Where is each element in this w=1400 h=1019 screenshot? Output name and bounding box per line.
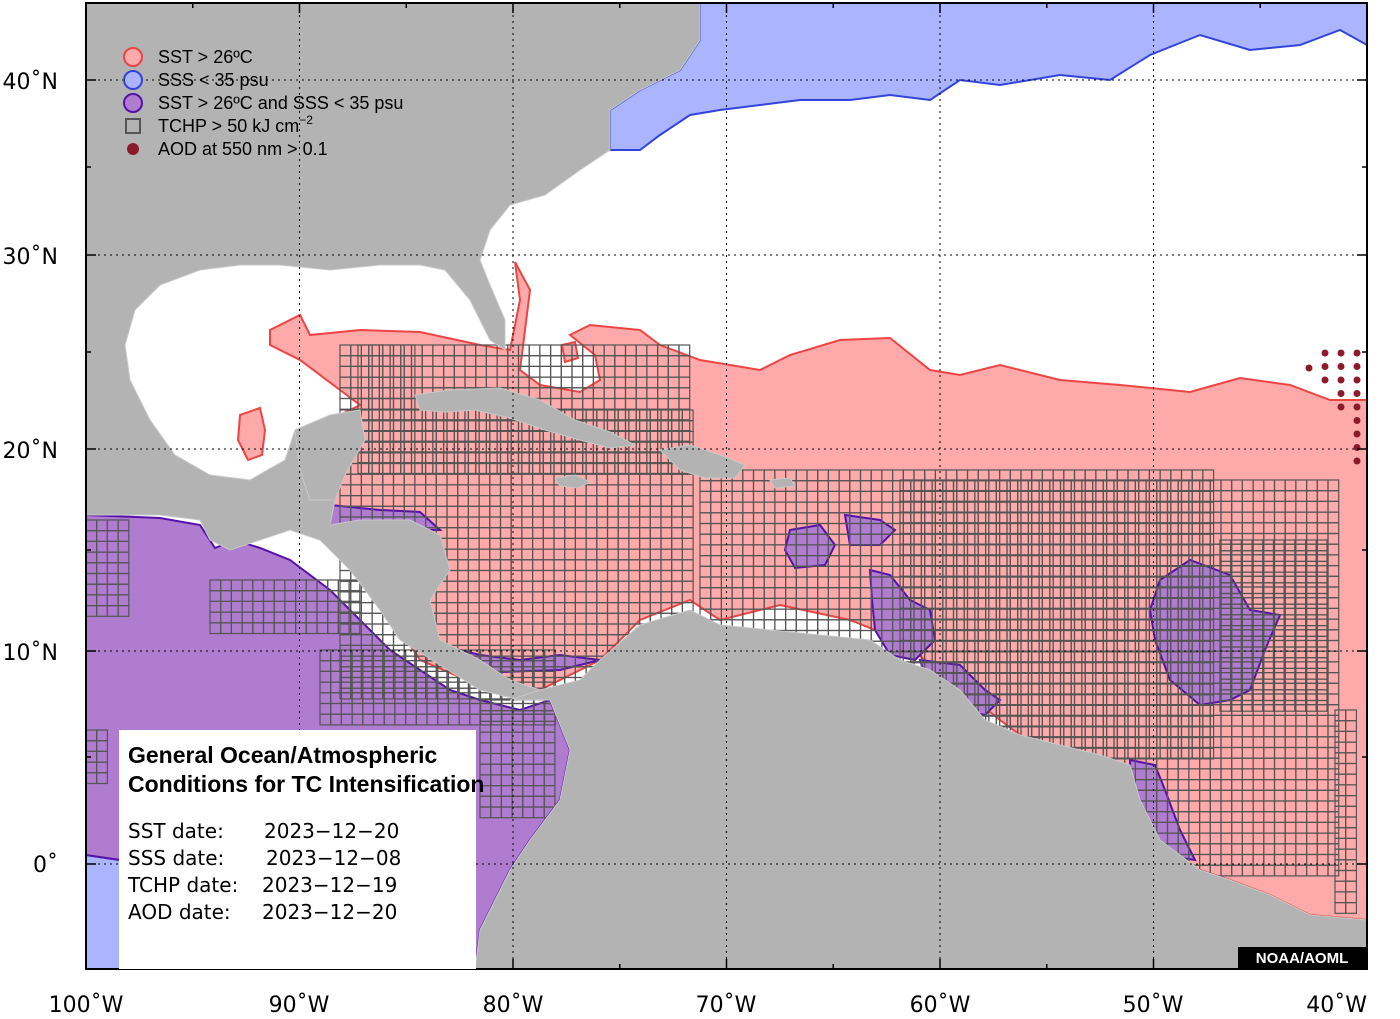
tchp-cell [96,772,108,785]
info-sst-date-label: SST date: [128,819,224,843]
aod-dot [1353,403,1361,411]
x-label-50w: 50˚W [1123,993,1184,1018]
legend-sst-symbol [123,47,143,67]
legend-aod-symbol [127,143,139,155]
x-label-60w: 60˚W [910,993,971,1018]
warm-sst-gulf-loop [236,406,267,462]
info-title-line1: General Ocean/Atmospheric [128,742,438,768]
tchp-cell [1345,901,1357,914]
aod-dot [1353,363,1361,370]
land-puerto-rico [769,477,796,489]
land-north-america [86,3,701,701]
aod-dot [1353,376,1361,384]
legend-sst-label: SST > 26ºC [158,47,253,67]
aod-dot [1353,444,1361,451]
y-label-40n: 40˚N [3,70,58,95]
info-box: General Ocean/Atmospheric Conditions for… [119,730,484,969]
info-sss-date-label: SSS date: [128,846,224,870]
axis-ticks [85,3,1368,969]
info-aod-date-label: AOD date: [128,900,231,924]
info-box-background [119,730,476,969]
y-label-10n: 10˚N [3,641,58,666]
x-label-40w: 40˚W [1306,993,1367,1018]
legend-both-label: SST > 26ºC and SSS < 35 psu [158,93,403,113]
y-label-20n: 20˚N [3,439,58,464]
land-masses [86,3,1367,969]
info-tchp-date-value: 2023−12−19 [262,873,397,897]
tchp-cell [1202,747,1215,760]
info-sst-date-value: 2023−12−20 [264,819,399,843]
credit-background [1238,947,1366,968]
tchp-cell [117,604,130,617]
aod-dot [1337,349,1345,357]
aod-dot [1353,349,1361,357]
aod-dot [1321,349,1329,357]
aod-dot [1353,457,1361,465]
x-label-80w: 80˚W [483,993,544,1018]
aod-dot [1353,417,1361,424]
land-cuba [414,387,637,449]
legend-sss-label: SSS < 35 psu [158,70,269,90]
x-label-100w: 100˚W [49,993,124,1018]
aod-dot [1353,430,1361,438]
aod-dot [1337,390,1345,397]
legend: SST > 26ºC SSS < 35 psu SST > 26ºC and S… [123,47,403,159]
x-label-90w: 90˚W [269,993,330,1018]
aod-dot [1337,376,1345,384]
legend-sss-symbol [123,70,143,90]
aod-dot [1353,390,1361,397]
land-south-america [474,609,1367,969]
info-title-line2: Conditions for TC Intensification [128,771,484,797]
y-label-0: 0˚ [33,853,58,878]
x-label-70w: 70˚W [696,993,757,1018]
info-sss-date-value: 2023−12−08 [266,846,401,870]
legend-tchp-label: TCHP > 50 kJ cm−2 [158,113,313,136]
land-hispaniola [658,444,746,479]
info-tchp-date-label: TCHP date: [127,873,238,897]
aod-dot [1337,403,1345,411]
legend-both-symbol [123,93,143,113]
aod-dot [1321,376,1329,384]
legend-tchp-sup: −2 [299,113,313,127]
legend-aod-label: AOD at 550 nm > 0.1 [158,139,328,159]
land-jamaica [554,474,592,489]
aod-dot [1305,364,1313,372]
aod-dot [1337,363,1345,370]
aod-dots [1305,349,1361,465]
tchp-cell [348,622,361,635]
credit-text: NOAA/AOML [1256,950,1349,967]
land-yucatan [294,409,366,501]
aod-dot [1321,363,1329,370]
info-aod-date-value: 2023−12−20 [262,900,397,924]
y-label-30n: 30˚N [3,245,58,270]
tchp-cell [1315,699,1328,712]
legend-tchp-symbol [125,118,141,134]
warm-sst-bahamas [560,340,580,364]
credit-badge: NOAA/AOML [1238,947,1366,968]
